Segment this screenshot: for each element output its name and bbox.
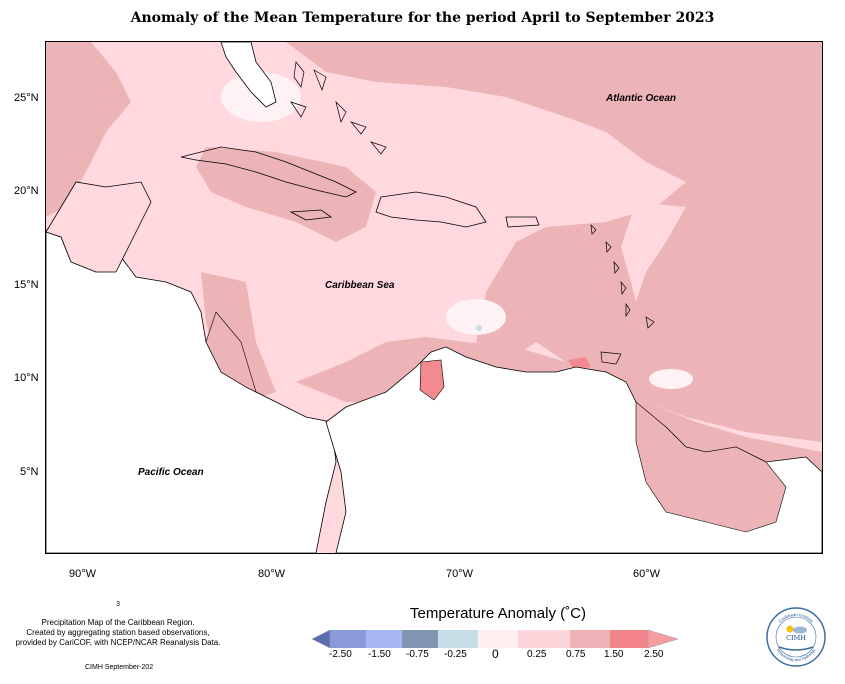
island-cuba <box>180 146 357 198</box>
land-maracaibo <box>419 359 445 401</box>
lon-label-60w: 60°W <box>633 568 661 580</box>
legend-swatch-3 <box>402 630 438 648</box>
anomaly-warm-trinidad <box>568 357 591 370</box>
lat-label-10n: 10°N <box>14 372 39 384</box>
credits-number: 3 <box>116 601 120 608</box>
legend-swatch-7 <box>570 630 610 648</box>
legend-tick-8: 2.50 <box>644 649 664 660</box>
logo-wave-icon <box>778 646 814 651</box>
legend-swatch-9 <box>647 629 679 649</box>
legend-tick-0: -2.50 <box>329 649 352 660</box>
island-jamaica <box>289 209 333 221</box>
island-hispaniola <box>375 191 487 228</box>
credits-line-2: Created by aggregating station based obs… <box>26 628 210 637</box>
anomaly-region-cuba-jamaica <box>196 147 376 242</box>
lat-label-5n: 5°N <box>20 466 39 478</box>
legend-colorbar <box>312 629 679 649</box>
credits-block: Precipitation Map of the Caribbean Regio… <box>8 618 228 648</box>
anomaly-map <box>46 42 822 553</box>
legend-swatch-5 <box>478 630 518 648</box>
cimh-logo: Caribbean Institute Meteorology and Hydr… <box>766 607 826 667</box>
anomaly-region-atlantic <box>286 42 822 442</box>
logo-inner-ring <box>775 616 817 658</box>
legend-tick-3: -0.25 <box>444 649 467 660</box>
label-atlantic-ocean: Atlantic Ocean <box>606 93 677 104</box>
land-guianas-shaded <box>635 401 787 533</box>
lat-label-20n: 20°N <box>14 185 39 197</box>
lon-label-80w: 80°W <box>258 568 286 580</box>
logo-cloud-icon <box>793 626 807 634</box>
logo-name: CIMH <box>786 634 806 642</box>
legend-tick-2: -0.75 <box>406 649 429 660</box>
anomaly-light-abc-islands <box>446 299 506 335</box>
legend-swatch-8 <box>610 630 648 648</box>
land-nicaragua-shaded <box>205 311 257 393</box>
land-florida <box>220 42 277 108</box>
map-panel <box>45 41 823 554</box>
legend-tick-6: 0.75 <box>566 649 586 660</box>
island-puerto-rico <box>505 216 540 228</box>
legend-swatch-1 <box>330 630 366 648</box>
island-lesser-antilles <box>590 224 655 365</box>
label-pacific-ocean: Pacific Ocean <box>138 467 204 478</box>
credits-date: CIMH September-202 <box>85 664 154 671</box>
lat-label-15n: 15°N <box>14 279 39 291</box>
island-bahamas <box>290 61 387 155</box>
anomaly-region-central-america <box>201 272 276 402</box>
land-yucatan <box>46 181 152 273</box>
legend-tick-7: 1.50 <box>604 649 624 660</box>
anomaly-cool-dot <box>476 325 482 331</box>
legend-swatch-4 <box>438 630 478 648</box>
lon-label-70w: 70°W <box>446 568 474 580</box>
legend-swatch-6 <box>518 630 570 648</box>
lat-label-25n: 25°N <box>14 92 39 104</box>
legend-swatch-2 <box>366 630 402 648</box>
legend-swatch-0 <box>312 629 331 649</box>
logo-sun-icon <box>786 625 794 633</box>
credits-line-1: Precipitation Map of the Caribbean Regio… <box>41 618 195 627</box>
map-title: Anomaly of the Mean Temperature for the … <box>130 10 715 26</box>
legend-tick-4: 0 <box>492 647 499 661</box>
anomaly-light-atlantic-spot <box>649 369 693 389</box>
legend-tick-5: 0.25 <box>527 649 547 660</box>
lon-label-90w: 90°W <box>69 568 97 580</box>
legend-tick-1: -1.50 <box>368 649 391 660</box>
credits-line-3: provided by CariCOF, with NCEP/NCAR Rean… <box>15 638 221 647</box>
anomaly-lighter-lesser-antilles <box>621 202 686 302</box>
label-caribbean-sea: Caribbean Sea <box>325 280 395 291</box>
anomaly-region-gulf <box>46 42 131 217</box>
legend-title: Temperature Anomaly (˚C) <box>410 605 586 622</box>
